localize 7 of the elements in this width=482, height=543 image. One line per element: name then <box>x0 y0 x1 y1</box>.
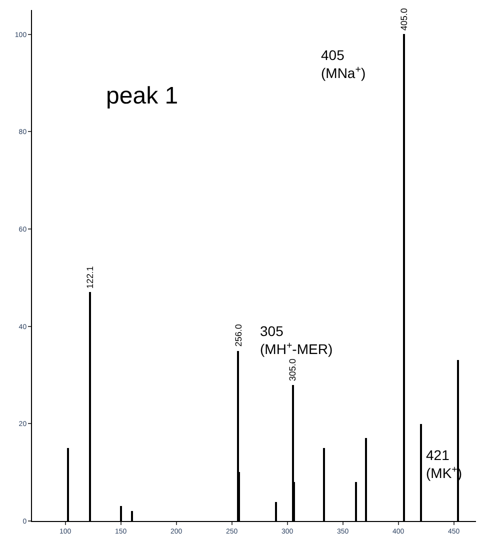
text: peak 1 <box>106 82 178 110</box>
annotation: 305 (MH$^{+}$-MER) <box>260 323 333 358</box>
annotation: 256.0 <box>233 324 244 347</box>
annotation: 305.0 <box>288 358 298 382</box>
annotation: 122.1 <box>85 266 96 289</box>
annotation: 405 (MNa$^{+}$) <box>321 47 366 82</box>
annotation: 405.0 <box>399 8 410 31</box>
